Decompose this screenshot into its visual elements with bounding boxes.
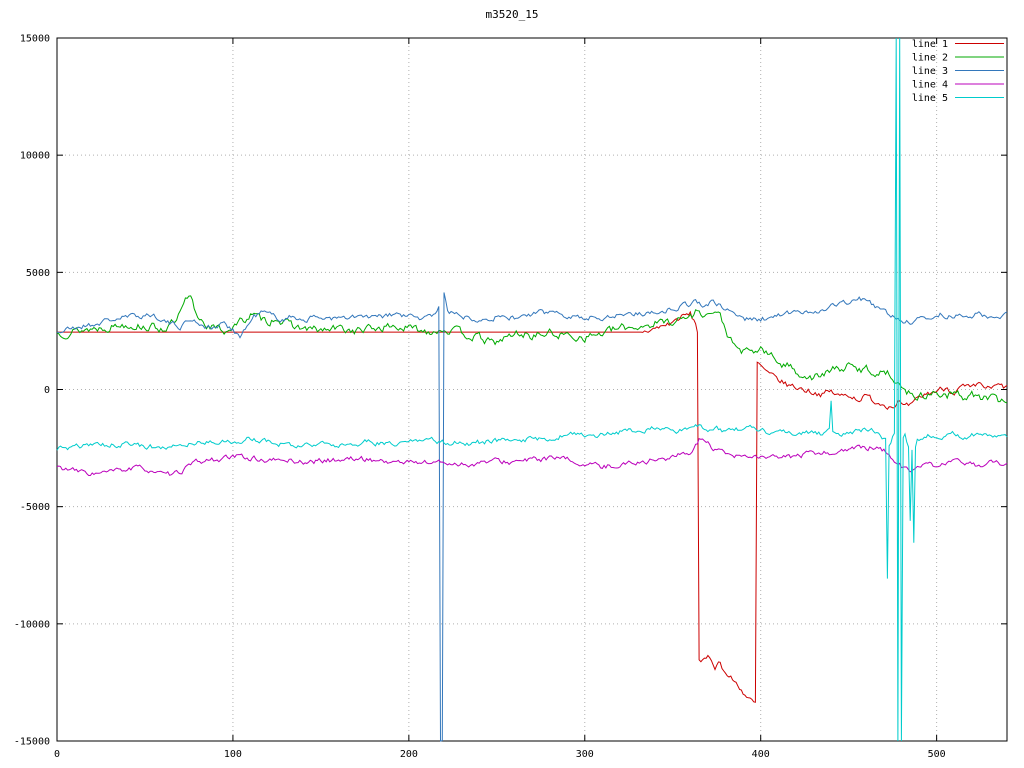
axes xyxy=(56,37,1008,742)
tick-labels: -15000 -10000 -5000 0 5000 10000 15000 0 100 200 3… xyxy=(14,34,946,761)
legend: line 1 line 2 line 3 line 4 line 5 xyxy=(912,39,1004,104)
y-tick-label: -10000 xyxy=(14,619,50,630)
y-tick-label: 0 xyxy=(44,385,50,396)
legend-label: line 5 xyxy=(912,93,948,104)
series-line-5 xyxy=(56,37,1008,742)
x-tick-label: 300 xyxy=(576,749,594,760)
chart-title: m3520_15 xyxy=(485,8,539,21)
series-line-4 xyxy=(56,437,1008,476)
y-tick-label: -15000 xyxy=(14,737,50,748)
series xyxy=(56,37,1008,742)
y-tick-label: 10000 xyxy=(20,151,50,162)
x-tick-label: 100 xyxy=(224,749,242,760)
series-line-3 xyxy=(56,292,1008,742)
y-tick-label: -5000 xyxy=(20,502,50,513)
x-tick-label: 200 xyxy=(400,749,418,760)
y-tick-label: 5000 xyxy=(26,268,50,279)
grid xyxy=(56,37,1007,742)
series-line-1 xyxy=(57,310,1008,703)
x-tick-label: 500 xyxy=(928,749,946,760)
series-line-2 xyxy=(56,295,1008,404)
legend-label: line 1 xyxy=(912,39,948,50)
legend-label: line 3 xyxy=(912,66,948,77)
x-tick-label: 400 xyxy=(752,749,770,760)
y-tick-label: 15000 xyxy=(20,34,50,45)
legend-label: line 4 xyxy=(912,80,948,91)
x-tick-label: 0 xyxy=(54,749,60,760)
legend-label: line 2 xyxy=(912,53,948,64)
